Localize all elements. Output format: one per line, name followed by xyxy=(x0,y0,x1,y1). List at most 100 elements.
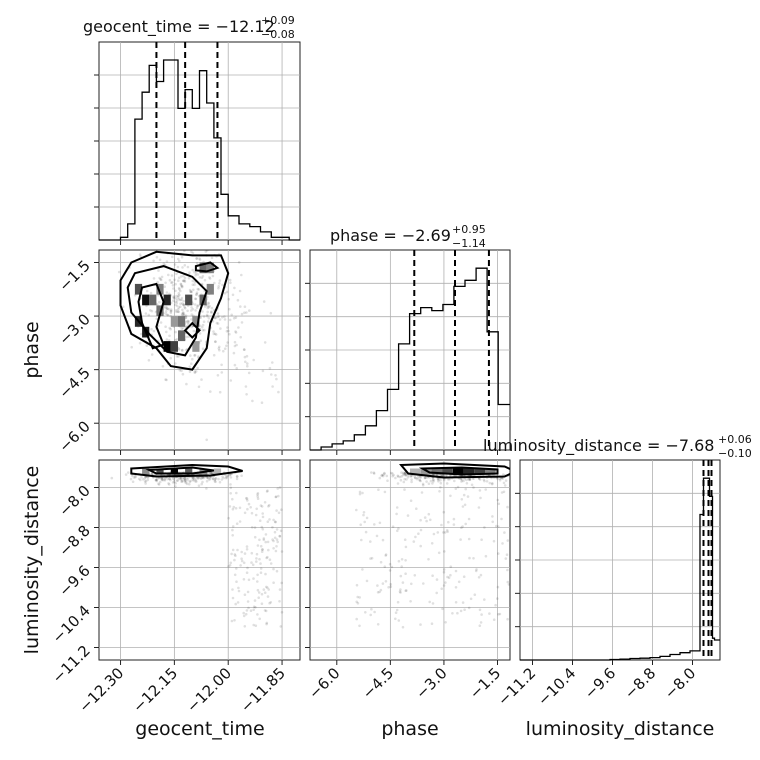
ytick-label: −10.4 xyxy=(49,602,94,647)
sample-point xyxy=(243,511,247,515)
sample-point xyxy=(273,530,277,534)
xtick-label: −8.8 xyxy=(621,664,659,702)
sample-point xyxy=(379,560,383,564)
sample-point xyxy=(174,303,177,307)
sample-point xyxy=(384,554,388,557)
sample-point xyxy=(484,488,488,491)
sample-point xyxy=(267,505,270,508)
sample-point xyxy=(514,471,517,474)
contour-line xyxy=(130,463,243,478)
sample-point xyxy=(183,276,187,280)
sample-point xyxy=(259,571,263,574)
sample-point xyxy=(460,478,464,482)
sample-point xyxy=(246,499,249,502)
sample-point xyxy=(220,371,224,374)
ytick-label: −4.5 xyxy=(55,364,93,402)
sample-point xyxy=(399,574,403,578)
sample-point xyxy=(196,477,200,480)
sample-point xyxy=(236,548,239,552)
sample-point xyxy=(373,610,376,614)
sample-point xyxy=(259,567,263,570)
sample-point xyxy=(410,480,413,484)
sample-point xyxy=(196,476,199,480)
sample-point xyxy=(203,278,207,282)
sample-point xyxy=(194,309,197,312)
sample-point xyxy=(355,617,359,621)
sample-point xyxy=(195,229,198,232)
sample-point xyxy=(209,471,212,475)
density-cell xyxy=(142,294,150,306)
sample-point xyxy=(159,278,163,282)
contour-line xyxy=(145,466,215,475)
sample-point xyxy=(233,558,236,562)
ytick-label: −11.2 xyxy=(49,642,94,687)
sample-point xyxy=(245,311,248,314)
sample-point xyxy=(121,305,125,309)
sample-point xyxy=(163,246,166,249)
sample-point xyxy=(278,588,282,591)
density-cell xyxy=(431,468,443,475)
sample-point xyxy=(441,607,444,611)
sample-point xyxy=(478,624,482,627)
sample-point xyxy=(253,526,257,529)
sample-point xyxy=(442,510,446,514)
sample-point xyxy=(270,373,273,376)
sample-point xyxy=(496,585,500,589)
sample-point xyxy=(275,509,278,512)
sample-point xyxy=(440,587,444,590)
sample-point xyxy=(160,477,163,480)
sample-point xyxy=(280,611,284,614)
sample-point xyxy=(443,550,446,553)
sample-point xyxy=(416,476,420,480)
sample-point xyxy=(182,303,185,307)
sample-point xyxy=(209,390,212,393)
sample-point xyxy=(237,326,240,329)
sample-point xyxy=(178,288,181,291)
sample-point xyxy=(235,475,239,478)
sample-point xyxy=(441,474,445,477)
sample-point xyxy=(191,225,194,228)
sample-point xyxy=(207,302,210,306)
sample-point xyxy=(214,333,218,336)
density-cell xyxy=(410,468,421,475)
title-geocent-time-minus: −0.08 xyxy=(261,28,295,41)
sample-point xyxy=(437,478,440,482)
sample-point xyxy=(261,527,265,531)
sample-point xyxy=(454,569,458,573)
sample-point xyxy=(212,353,216,357)
frame xyxy=(309,459,511,661)
sample-point xyxy=(466,495,470,498)
sample-point xyxy=(177,279,180,283)
density-layer xyxy=(110,463,284,628)
sample-point xyxy=(201,310,204,313)
density-cell xyxy=(178,316,186,327)
sample-point xyxy=(260,550,264,553)
sample-point xyxy=(427,512,431,516)
sample-point xyxy=(228,278,232,282)
sample-point xyxy=(432,480,435,483)
sample-point xyxy=(164,310,168,313)
sample-point xyxy=(196,304,200,307)
density-cell xyxy=(149,294,157,306)
sample-point xyxy=(443,531,447,534)
sample-point xyxy=(219,327,222,330)
sample-point xyxy=(420,491,424,494)
sample-point xyxy=(497,613,500,616)
title-phase-minus: −1.14 xyxy=(452,237,486,250)
sample-point xyxy=(132,476,136,479)
sample-point xyxy=(395,506,399,509)
sample-point xyxy=(205,250,209,252)
ylabel-luminosity-distance: luminosity_distance xyxy=(21,466,43,655)
sample-point xyxy=(247,502,251,506)
sample-point xyxy=(419,528,423,532)
sample-point xyxy=(169,308,173,311)
sample-point xyxy=(438,490,441,493)
sample-point xyxy=(205,476,209,479)
sample-point xyxy=(445,482,449,485)
sample-point xyxy=(394,617,397,621)
sample-point xyxy=(155,478,158,482)
sample-point xyxy=(467,537,471,541)
sample-point xyxy=(511,572,514,575)
sample-point xyxy=(209,471,212,475)
density-luminosity-distance-vs-geocent-time xyxy=(99,460,300,660)
